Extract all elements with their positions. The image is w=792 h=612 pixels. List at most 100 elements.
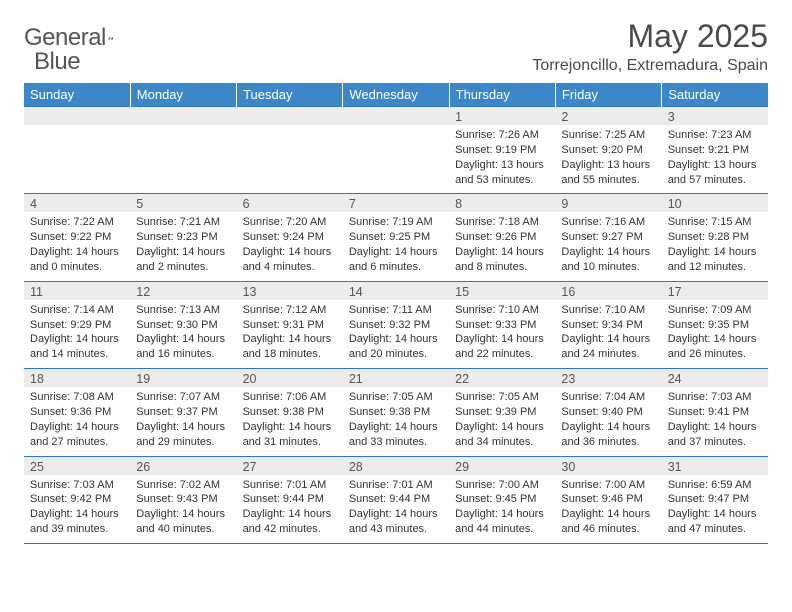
calendar-day-cell: 15Sunrise: 7:10 AMSunset: 9:33 PMDayligh… <box>449 281 555 368</box>
daylight-text: Daylight: 13 hours and 57 minutes. <box>668 158 762 188</box>
weekday-header: Monday <box>130 83 236 107</box>
day-number: 15 <box>449 282 555 300</box>
sunrise-text: Sunrise: 7:01 AM <box>243 478 337 493</box>
calendar-day-cell: 5Sunrise: 7:21 AMSunset: 9:23 PMDaylight… <box>130 194 236 281</box>
day-content: Sunrise: 7:16 AMSunset: 9:27 PMDaylight:… <box>555 212 661 280</box>
weekday-header: Friday <box>555 83 661 107</box>
sunset-text: Sunset: 9:29 PM <box>30 318 124 333</box>
day-content: Sunrise: 7:11 AMSunset: 9:32 PMDaylight:… <box>343 300 449 368</box>
sunset-text: Sunset: 9:46 PM <box>561 492 655 507</box>
day-content: Sunrise: 7:22 AMSunset: 9:22 PMDaylight:… <box>24 212 130 280</box>
daylight-text: Daylight: 14 hours and 33 minutes. <box>349 420 443 450</box>
sunset-text: Sunset: 9:24 PM <box>243 230 337 245</box>
day-number: 21 <box>343 369 449 387</box>
sunrise-text: Sunrise: 7:14 AM <box>30 303 124 318</box>
day-number: 9 <box>555 194 661 212</box>
sunrise-text: Sunrise: 7:20 AM <box>243 215 337 230</box>
sunset-text: Sunset: 9:44 PM <box>243 492 337 507</box>
calendar-day-cell: 25Sunrise: 7:03 AMSunset: 9:42 PMDayligh… <box>24 456 130 543</box>
calendar-day-cell: 8Sunrise: 7:18 AMSunset: 9:26 PMDaylight… <box>449 194 555 281</box>
daylight-text: Daylight: 14 hours and 16 minutes. <box>136 332 230 362</box>
calendar-day-cell: 2Sunrise: 7:25 AMSunset: 9:20 PMDaylight… <box>555 107 661 194</box>
day-number: 18 <box>24 369 130 387</box>
sunset-text: Sunset: 9:42 PM <box>30 492 124 507</box>
sunrise-text: Sunrise: 7:10 AM <box>455 303 549 318</box>
day-number <box>24 107 130 125</box>
day-number: 2 <box>555 107 661 125</box>
sunset-text: Sunset: 9:36 PM <box>30 405 124 420</box>
sunset-text: Sunset: 9:47 PM <box>668 492 762 507</box>
sunrise-text: Sunrise: 7:13 AM <box>136 303 230 318</box>
day-number: 28 <box>343 457 449 475</box>
sunset-text: Sunset: 9:33 PM <box>455 318 549 333</box>
day-number: 17 <box>662 282 768 300</box>
daylight-text: Daylight: 14 hours and 42 minutes. <box>243 507 337 537</box>
weekday-header: Sunday <box>24 83 130 107</box>
day-number: 29 <box>449 457 555 475</box>
sunset-text: Sunset: 9:31 PM <box>243 318 337 333</box>
daylight-text: Daylight: 14 hours and 12 minutes. <box>668 245 762 275</box>
calendar-day-cell: 4Sunrise: 7:22 AMSunset: 9:22 PMDaylight… <box>24 194 130 281</box>
sunrise-text: Sunrise: 7:04 AM <box>561 390 655 405</box>
calendar-day-cell: 14Sunrise: 7:11 AMSunset: 9:32 PMDayligh… <box>343 281 449 368</box>
day-content: Sunrise: 7:00 AMSunset: 9:45 PMDaylight:… <box>449 475 555 543</box>
calendar-day-cell: 22Sunrise: 7:05 AMSunset: 9:39 PMDayligh… <box>449 369 555 456</box>
sail-icon <box>108 28 113 48</box>
sunset-text: Sunset: 9:41 PM <box>668 405 762 420</box>
sunset-text: Sunset: 9:19 PM <box>455 143 549 158</box>
daylight-text: Daylight: 14 hours and 39 minutes. <box>30 507 124 537</box>
day-content: Sunrise: 7:01 AMSunset: 9:44 PMDaylight:… <box>237 475 343 543</box>
day-content: Sunrise: 7:05 AMSunset: 9:38 PMDaylight:… <box>343 387 449 455</box>
day-content: Sunrise: 7:19 AMSunset: 9:25 PMDaylight:… <box>343 212 449 280</box>
day-content: Sunrise: 7:08 AMSunset: 9:36 PMDaylight:… <box>24 387 130 455</box>
day-number: 3 <box>662 107 768 125</box>
day-number <box>130 107 236 125</box>
day-number: 30 <box>555 457 661 475</box>
calendar-day-cell: 31Sunrise: 6:59 AMSunset: 9:47 PMDayligh… <box>662 456 768 543</box>
sunrise-text: Sunrise: 7:09 AM <box>668 303 762 318</box>
daylight-text: Daylight: 14 hours and 46 minutes. <box>561 507 655 537</box>
day-content <box>24 125 130 187</box>
sunrise-text: Sunrise: 7:22 AM <box>30 215 124 230</box>
daylight-text: Daylight: 14 hours and 29 minutes. <box>136 420 230 450</box>
day-number: 20 <box>237 369 343 387</box>
daylight-text: Daylight: 14 hours and 34 minutes. <box>455 420 549 450</box>
sunset-text: Sunset: 9:25 PM <box>349 230 443 245</box>
day-number: 7 <box>343 194 449 212</box>
day-content: Sunrise: 7:06 AMSunset: 9:38 PMDaylight:… <box>237 387 343 455</box>
calendar-day-cell: 29Sunrise: 7:00 AMSunset: 9:45 PMDayligh… <box>449 456 555 543</box>
sunset-text: Sunset: 9:21 PM <box>668 143 762 158</box>
calendar-day-cell: 19Sunrise: 7:07 AMSunset: 9:37 PMDayligh… <box>130 369 236 456</box>
sunrise-text: Sunrise: 6:59 AM <box>668 478 762 493</box>
day-content: Sunrise: 7:03 AMSunset: 9:41 PMDaylight:… <box>662 387 768 455</box>
day-number: 11 <box>24 282 130 300</box>
day-number: 16 <box>555 282 661 300</box>
day-number: 10 <box>662 194 768 212</box>
day-number: 12 <box>130 282 236 300</box>
sunset-text: Sunset: 9:30 PM <box>136 318 230 333</box>
sunrise-text: Sunrise: 7:16 AM <box>561 215 655 230</box>
calendar-day-cell: 28Sunrise: 7:01 AMSunset: 9:44 PMDayligh… <box>343 456 449 543</box>
calendar-day-cell: 3Sunrise: 7:23 AMSunset: 9:21 PMDaylight… <box>662 107 768 194</box>
day-number: 19 <box>130 369 236 387</box>
calendar-day-cell: 17Sunrise: 7:09 AMSunset: 9:35 PMDayligh… <box>662 281 768 368</box>
sunrise-text: Sunrise: 7:15 AM <box>668 215 762 230</box>
day-number: 1 <box>449 107 555 125</box>
day-content: Sunrise: 7:26 AMSunset: 9:19 PMDaylight:… <box>449 125 555 193</box>
weekday-header: Thursday <box>449 83 555 107</box>
day-number: 24 <box>662 369 768 387</box>
daylight-text: Daylight: 14 hours and 43 minutes. <box>349 507 443 537</box>
day-content: Sunrise: 7:10 AMSunset: 9:34 PMDaylight:… <box>555 300 661 368</box>
daylight-text: Daylight: 14 hours and 24 minutes. <box>561 332 655 362</box>
calendar-day-cell: 27Sunrise: 7:01 AMSunset: 9:44 PMDayligh… <box>237 456 343 543</box>
calendar-day-cell: 26Sunrise: 7:02 AMSunset: 9:43 PMDayligh… <box>130 456 236 543</box>
day-number: 26 <box>130 457 236 475</box>
sunset-text: Sunset: 9:37 PM <box>136 405 230 420</box>
day-number: 25 <box>24 457 130 475</box>
day-content: Sunrise: 7:23 AMSunset: 9:21 PMDaylight:… <box>662 125 768 193</box>
sunrise-text: Sunrise: 7:00 AM <box>455 478 549 493</box>
sunrise-text: Sunrise: 7:06 AM <box>243 390 337 405</box>
daylight-text: Daylight: 14 hours and 47 minutes. <box>668 507 762 537</box>
daylight-text: Daylight: 13 hours and 53 minutes. <box>455 158 549 188</box>
day-number: 4 <box>24 194 130 212</box>
